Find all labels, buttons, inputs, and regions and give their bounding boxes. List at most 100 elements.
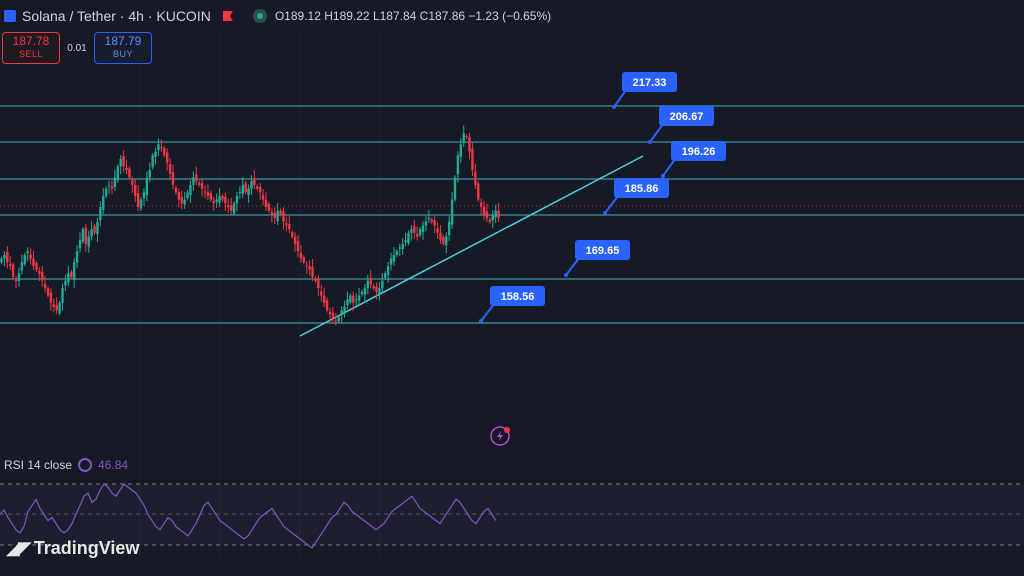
alert-icon[interactable] — [490, 426, 510, 446]
candle-body — [445, 236, 448, 246]
label-anchor — [603, 211, 607, 215]
candle-body — [328, 311, 332, 314]
indicator-settings-icon[interactable] — [78, 458, 93, 472]
price-label-1[interactable]: 217.33 — [612, 72, 677, 109]
candle-body — [151, 155, 154, 168]
candle-body — [276, 210, 279, 222]
candle-body — [9, 263, 12, 267]
candle-body — [218, 195, 221, 203]
candle-body — [273, 212, 276, 219]
candle-body — [244, 183, 247, 193]
rsi-line — [0, 483, 497, 549]
candle-body — [279, 210, 282, 215]
candle-body — [61, 288, 64, 303]
candle-body — [200, 183, 204, 189]
candle-body — [375, 286, 378, 292]
candle-body — [192, 177, 195, 185]
candle-body — [421, 225, 425, 233]
candle-body — [177, 192, 181, 200]
label-anchor — [661, 174, 665, 178]
candle-body — [11, 264, 15, 278]
trade-buttons: 187.78 SELL 0.01 187.79 BUY — [2, 32, 152, 64]
candle-body — [232, 203, 236, 214]
price-label-5[interactable]: 169.65 — [564, 240, 630, 277]
label-text: 158.56 — [501, 291, 535, 303]
candle-body — [485, 211, 489, 219]
candle-body — [314, 278, 317, 281]
candle-body — [322, 295, 326, 303]
candle-body — [468, 136, 471, 152]
candle-body — [116, 166, 119, 181]
candle-body — [6, 252, 9, 263]
sell-button[interactable]: 187.78 SELL — [2, 32, 60, 64]
candle-body — [360, 291, 364, 295]
low-label: L — [372, 9, 380, 23]
candle-body — [439, 232, 442, 241]
label-text: 169.65 — [586, 245, 620, 257]
candle-body — [459, 144, 463, 157]
candle-body — [35, 263, 38, 270]
buy-price: 187.79 — [104, 34, 142, 48]
low-value: 187.84 — [379, 9, 417, 23]
market-status-icon[interactable] — [252, 9, 267, 23]
candle-body — [346, 299, 349, 306]
label-pointer — [649, 123, 664, 143]
label-anchor — [564, 273, 568, 277]
open-label: O — [274, 9, 285, 23]
symbol-header: Solana / Tether · 4h · KUCOIN O189.12 H1… — [4, 6, 551, 26]
buy-button[interactable]: 187.79 BUY — [94, 32, 152, 64]
candle-body — [46, 288, 50, 296]
candle-body — [212, 201, 215, 204]
candle-body — [293, 236, 297, 244]
price-label-2[interactable]: 206.67 — [648, 106, 714, 144]
candle-body — [145, 177, 149, 196]
label-text: 206.67 — [670, 111, 704, 123]
candle-body — [381, 280, 384, 289]
trendline[interactable] — [299, 155, 644, 337]
candle-body — [386, 266, 390, 275]
price-label-4[interactable]: 185.86 — [603, 178, 669, 215]
candle-body — [90, 229, 93, 237]
candle-body — [479, 202, 483, 207]
label-box — [614, 178, 669, 198]
tradingview-logo[interactable]: ◢◤ TradingView — [6, 538, 139, 559]
candle-body — [401, 243, 404, 250]
candle-body — [430, 219, 433, 222]
candle-body — [55, 305, 58, 311]
change-value: −1.23 (−0.65%) — [468, 9, 552, 23]
candle-body — [407, 232, 410, 244]
price-label-6[interactable]: 158.56 — [479, 286, 545, 323]
rsi-title[interactable]: RSI 14 close — [4, 458, 73, 472]
candle-body — [395, 251, 399, 255]
label-pointer — [565, 257, 580, 276]
close-value: 187.86 — [428, 9, 466, 23]
candle-body — [52, 304, 56, 307]
candle-body — [23, 254, 26, 264]
candle-body — [189, 184, 192, 196]
flag-icon[interactable] — [222, 11, 233, 21]
candle-body — [340, 310, 343, 315]
candle-body — [418, 229, 422, 236]
candle-body — [453, 177, 457, 200]
sell-price: 187.78 — [12, 34, 50, 48]
candle-body — [78, 240, 82, 249]
candle-body — [165, 152, 169, 163]
label-text: 185.86 — [625, 183, 659, 195]
symbol-title[interactable]: Solana / Tether · 4h · KUCOIN — [22, 8, 211, 24]
candle-body — [410, 229, 413, 233]
candle-body — [256, 186, 259, 189]
chart-grid — [139, 30, 381, 560]
candle-body — [267, 204, 271, 211]
candle-body — [32, 258, 35, 267]
candle-body — [261, 195, 265, 200]
candle-body — [253, 178, 256, 185]
price-label-3[interactable]: 196.26 — [661, 141, 726, 178]
candle-body — [241, 184, 244, 194]
candle-body — [87, 236, 90, 247]
candle-body — [93, 226, 96, 233]
candle-body — [229, 205, 233, 211]
candle-body — [363, 288, 367, 295]
candle-body — [415, 234, 419, 237]
candle-body — [203, 191, 207, 193]
